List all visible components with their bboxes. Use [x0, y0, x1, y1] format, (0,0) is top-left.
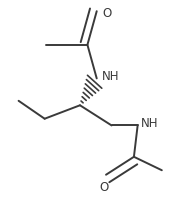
Text: O: O — [102, 7, 112, 20]
Text: NH: NH — [102, 70, 120, 83]
Text: O: O — [100, 181, 109, 194]
Text: NH: NH — [141, 117, 159, 130]
